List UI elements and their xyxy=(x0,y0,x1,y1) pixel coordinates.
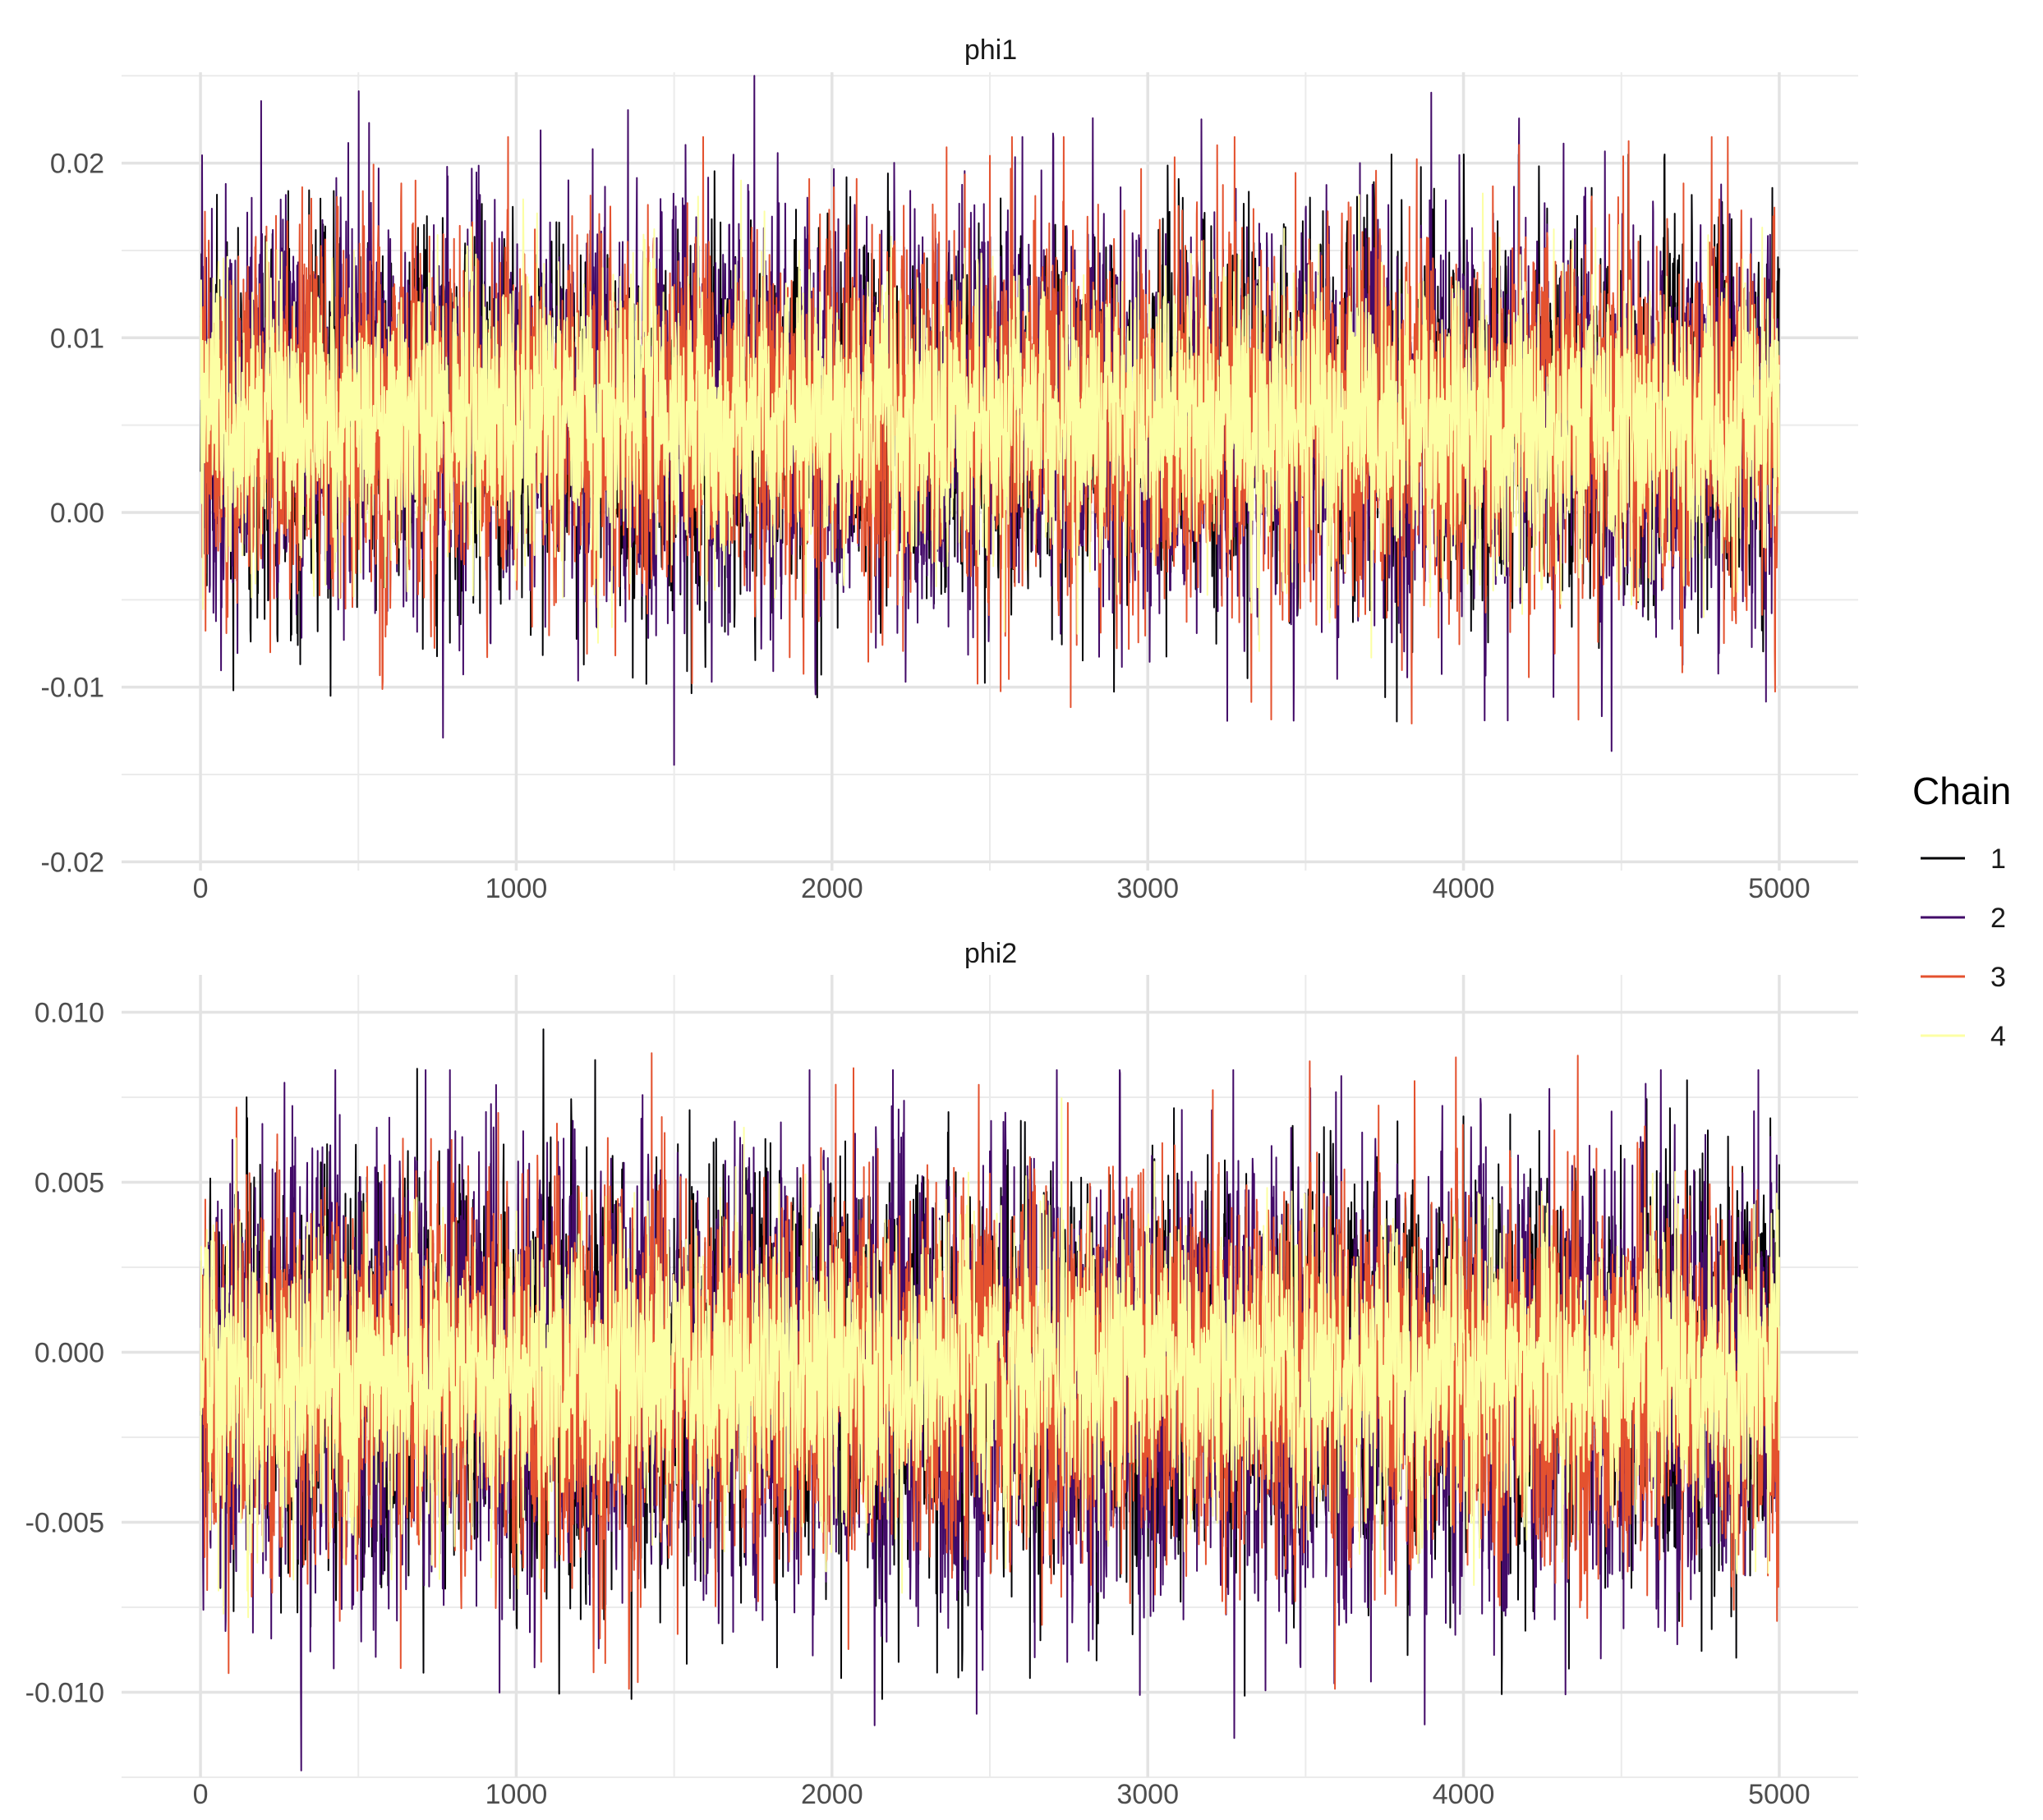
x-tick-label: 2000 xyxy=(801,1779,863,1810)
legend-label: 2 xyxy=(1990,903,2006,934)
y-tick-label: 0.02 xyxy=(50,149,104,180)
legend: Chain 1 2 3 4 xyxy=(1912,770,2011,1052)
legend-entry-chain-2: 2 xyxy=(1921,903,2006,934)
x-axis-ticks: 0 1000 2000 3000 4000 5000 xyxy=(193,1779,1811,1810)
y-tick-label: 0.010 xyxy=(35,998,104,1029)
x-tick-label: 0 xyxy=(193,873,209,904)
series-layer xyxy=(200,75,1780,766)
y-tick-label: 0.01 xyxy=(50,323,104,354)
panel-title-phi2: phi2 xyxy=(964,938,1017,969)
series-line-chain-4 xyxy=(200,1097,1780,1619)
x-tick-label: 5000 xyxy=(1748,1779,1811,1810)
x-tick-label: 4000 xyxy=(1433,873,1495,904)
x-tick-label: 2000 xyxy=(801,873,863,904)
legend-label: 4 xyxy=(1990,1021,2006,1052)
x-tick-label: 4000 xyxy=(1433,1779,1495,1810)
y-tick-label: -0.02 xyxy=(41,847,105,878)
y-tick-label: -0.01 xyxy=(41,673,105,704)
panel-title-phi1: phi1 xyxy=(964,34,1017,66)
x-tick-label: 0 xyxy=(193,1779,209,1810)
y-tick-label: -0.005 xyxy=(25,1508,104,1539)
legend-entry-chain-4: 4 xyxy=(1921,1021,2006,1052)
y-tick-label: 0.000 xyxy=(35,1338,104,1369)
series-line-chain-4 xyxy=(200,179,1780,659)
legend-title: Chain xyxy=(1912,770,2011,812)
y-tick-label: -0.010 xyxy=(25,1678,104,1709)
panel-phi1: phi1 -0.02 -0.01 0.00 0.01 0.02 0 1000 2… xyxy=(41,34,1858,904)
panel-phi2: phi2 -0.010 -0.005 0.000 0.005 0.010 0 1… xyxy=(25,938,1858,1810)
series-layer xyxy=(200,1028,1780,1772)
x-tick-label: 1000 xyxy=(485,1779,548,1810)
y-tick-label: 0.005 xyxy=(35,1168,104,1199)
legend-label: 3 xyxy=(1990,962,2006,993)
x-axis-ticks: 0 1000 2000 3000 4000 5000 xyxy=(193,873,1811,904)
x-tick-label: 3000 xyxy=(1116,1779,1179,1810)
y-tick-label: 0.00 xyxy=(50,498,104,529)
legend-entry-chain-3: 3 xyxy=(1921,962,2006,993)
legend-label: 1 xyxy=(1990,843,2006,875)
legend-entry-chain-1: 1 xyxy=(1921,843,2006,875)
x-tick-label: 5000 xyxy=(1748,873,1811,904)
x-tick-label: 3000 xyxy=(1116,873,1179,904)
y-axis-ticks: -0.010 -0.005 0.000 0.005 0.010 xyxy=(25,998,104,1709)
y-axis-ticks: -0.02 -0.01 0.00 0.01 0.02 xyxy=(41,149,105,879)
series-line-chain-3 xyxy=(200,1052,1780,1690)
x-tick-label: 1000 xyxy=(485,873,548,904)
